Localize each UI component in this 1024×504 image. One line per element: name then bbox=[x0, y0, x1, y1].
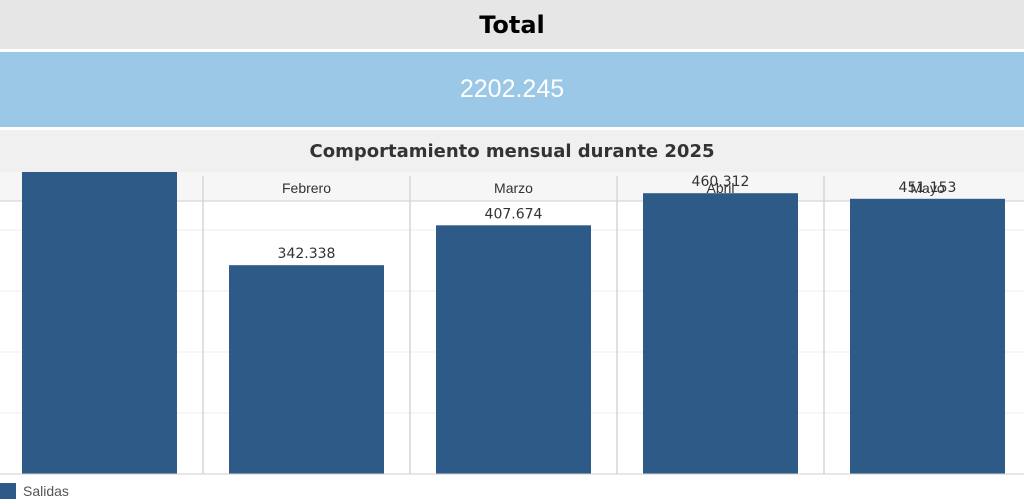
column-dividers bbox=[202, 176, 825, 474]
bar-chart: EneroFebreroMarzoAbrilMayo 540.768342.33… bbox=[0, 172, 1024, 475]
bars bbox=[22, 172, 1005, 474]
category-label-marzo: Marzo bbox=[494, 180, 533, 196]
value-label-marzo: 407.674 bbox=[485, 206, 543, 222]
category-label-abril: Abril bbox=[706, 180, 734, 196]
value-label-abril: 460.312 bbox=[692, 174, 750, 190]
bar-febrero[interactable] bbox=[229, 265, 384, 474]
bar-marzo[interactable] bbox=[436, 225, 591, 474]
value-label-febrero: 342.338 bbox=[278, 246, 336, 262]
chart-title: Comportamiento mensual durante 2025 bbox=[0, 130, 1024, 172]
legend: Salidas bbox=[0, 480, 69, 502]
legend-swatch bbox=[0, 483, 16, 499]
bar-abril[interactable] bbox=[643, 193, 798, 474]
bar-enero[interactable] bbox=[22, 172, 177, 474]
category-label-mayo: Mayo bbox=[910, 180, 944, 196]
bar-mayo[interactable] bbox=[850, 198, 1005, 474]
legend-label: Salidas bbox=[23, 483, 69, 499]
total-header: Total bbox=[0, 0, 1024, 49]
category-label-febrero: Febrero bbox=[282, 180, 331, 196]
total-value: 2202.245 bbox=[0, 52, 1024, 127]
value-label-mayo: 451.153 bbox=[899, 180, 957, 196]
